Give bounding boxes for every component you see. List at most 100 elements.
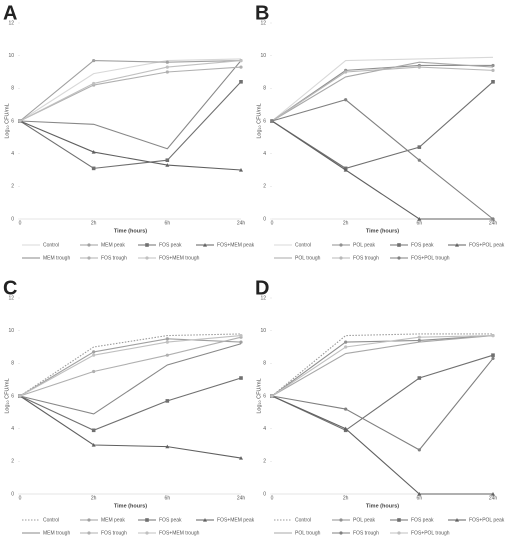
y-axis-label: Log₁₀ CFU/mL — [4, 103, 10, 138]
marker — [87, 256, 91, 260]
series-line — [19, 395, 242, 459]
series-line — [271, 335, 494, 397]
marker — [91, 166, 96, 171]
marker — [165, 337, 169, 341]
marker — [239, 376, 243, 380]
marker — [165, 163, 170, 167]
marker — [145, 531, 149, 535]
marker — [165, 65, 169, 69]
y-tick-label: 6 — [263, 393, 266, 399]
marker — [91, 443, 96, 447]
marker — [491, 68, 495, 72]
series-line — [19, 343, 242, 415]
y-axis-label: Log₁₀ CFU/mL — [256, 378, 262, 413]
legend-label: Control — [295, 242, 311, 248]
x-tick-label: 6h — [165, 220, 171, 226]
marker — [87, 243, 91, 247]
y-tick-label: 4 — [263, 426, 266, 432]
marker — [491, 217, 495, 221]
series-line — [19, 60, 242, 150]
x-tick-label: 0 — [271, 495, 274, 501]
y-tick-label: 8 — [263, 361, 266, 367]
series-line — [271, 66, 494, 122]
legend-label: FOS peak — [159, 517, 182, 523]
y-tick-label: 10 — [260, 53, 266, 59]
marker — [344, 345, 348, 349]
marker — [165, 158, 170, 162]
marker — [87, 518, 91, 522]
y-tick-label: 2 — [263, 184, 266, 190]
marker — [417, 376, 422, 380]
series-line — [271, 358, 494, 451]
y-tick-label: 2 — [11, 459, 14, 465]
series-line — [271, 56, 494, 122]
marker — [239, 65, 243, 69]
series-line — [19, 335, 242, 397]
marker — [455, 243, 459, 247]
series-line — [19, 336, 242, 397]
marker — [339, 518, 343, 522]
y-tick-label: 4 — [263, 151, 266, 157]
panel-label: B — [255, 2, 269, 24]
y-tick-label: 2 — [11, 184, 14, 190]
marker — [344, 340, 348, 344]
legend-label: FOS+POL peak — [469, 517, 505, 523]
y-tick-label: 2 — [263, 459, 266, 465]
marker — [343, 168, 348, 172]
marker — [344, 98, 348, 102]
marker — [343, 426, 348, 431]
marker — [270, 394, 274, 398]
y-tick-label: 8 — [263, 86, 266, 92]
legend-label: FOS peak — [159, 242, 182, 248]
marker — [239, 168, 243, 172]
y-tick-label: 6 — [263, 118, 266, 124]
marker — [145, 243, 149, 247]
marker — [239, 333, 243, 338]
series-line — [271, 61, 494, 122]
x-tick-label: 2h — [343, 220, 349, 226]
marker — [339, 531, 343, 535]
y-tick-label: 12 — [260, 20, 266, 26]
marker — [165, 60, 169, 64]
marker — [239, 58, 243, 63]
legend-label: POL trough — [295, 255, 321, 261]
y-axis-label: Log₁₀ CFU/mL — [4, 378, 10, 413]
marker — [491, 333, 495, 338]
marker — [344, 407, 348, 411]
marker — [18, 119, 22, 123]
marker — [87, 531, 91, 535]
x-tick-label: 2h — [91, 220, 97, 226]
series-line — [19, 333, 242, 397]
series-line — [19, 60, 242, 122]
y-tick-label: 10 — [8, 53, 14, 59]
marker — [417, 492, 422, 496]
series-line — [19, 58, 242, 122]
marker — [397, 531, 401, 535]
marker — [270, 119, 274, 123]
y-tick-label: 12 — [260, 295, 266, 301]
marker — [491, 80, 495, 84]
x-axis-label: Time (hours) — [114, 228, 147, 234]
y-tick-label: 8 — [11, 361, 14, 367]
legend-label: FOS peak — [411, 517, 434, 523]
panel-label: C — [3, 277, 17, 299]
legend-label: POL peak — [353, 242, 376, 248]
x-tick-label: 24h — [237, 220, 246, 226]
series-line — [19, 60, 242, 122]
y-tick-label: 12 — [8, 295, 14, 301]
marker — [91, 428, 96, 433]
marker — [92, 369, 96, 374]
marker — [239, 80, 243, 84]
marker — [165, 444, 170, 449]
panel-label: D — [255, 277, 269, 299]
legend-label: MEM trough — [43, 255, 70, 261]
series-line — [271, 64, 493, 122]
marker — [417, 145, 422, 149]
series-line — [19, 66, 242, 122]
x-tick-label: 6h — [417, 220, 423, 226]
marker — [339, 256, 343, 260]
marker — [165, 70, 169, 74]
marker — [145, 518, 149, 522]
legend-label: FOS trough — [101, 255, 127, 261]
y-tick-label: 8 — [11, 86, 14, 92]
